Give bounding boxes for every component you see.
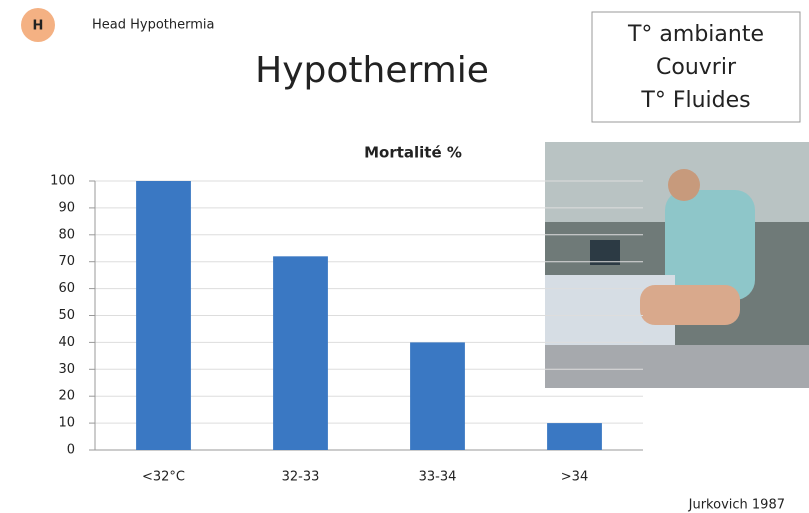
box-line: T° Fluides xyxy=(640,88,750,113)
box-line: T° ambiante xyxy=(627,22,764,47)
bar xyxy=(273,256,328,450)
y-tick-label: 90 xyxy=(58,200,75,215)
y-tick-label: 100 xyxy=(50,174,75,189)
y-tick-label: 30 xyxy=(58,362,75,377)
x-tick-label: 32-33 xyxy=(282,470,320,485)
badge: H xyxy=(33,19,44,34)
bar xyxy=(136,181,191,450)
bar xyxy=(410,342,465,450)
x-tick-label: >34 xyxy=(561,470,588,485)
photo-person xyxy=(665,190,755,300)
slide: H Head Hypothermia Hypothermie T° ambian… xyxy=(0,0,809,513)
citation: Jurkovich 1987 xyxy=(688,498,785,513)
header: Head Hypothermia xyxy=(92,18,215,33)
y-tick-label: 0 xyxy=(67,443,75,458)
bar xyxy=(547,423,602,450)
slide-title: Hypothermie xyxy=(255,50,489,91)
y-tick-label: 80 xyxy=(58,227,75,242)
photo xyxy=(545,142,809,388)
x-tick-label: 33-34 xyxy=(419,470,457,485)
y-tick-label: 50 xyxy=(58,308,75,323)
y-tick-label: 10 xyxy=(58,416,75,431)
chart-title: Mortalité % xyxy=(364,144,462,162)
y-tick-label: 70 xyxy=(58,254,75,269)
y-tick-label: 40 xyxy=(58,335,75,350)
photo-foil xyxy=(545,345,809,388)
y-tick-label: 20 xyxy=(58,389,75,404)
box-line: Couvrir xyxy=(656,55,737,80)
y-tick-label: 60 xyxy=(58,281,75,296)
x-tick-label: <32°C xyxy=(142,470,185,485)
photo-head xyxy=(668,169,700,201)
photo-patient xyxy=(640,285,740,325)
